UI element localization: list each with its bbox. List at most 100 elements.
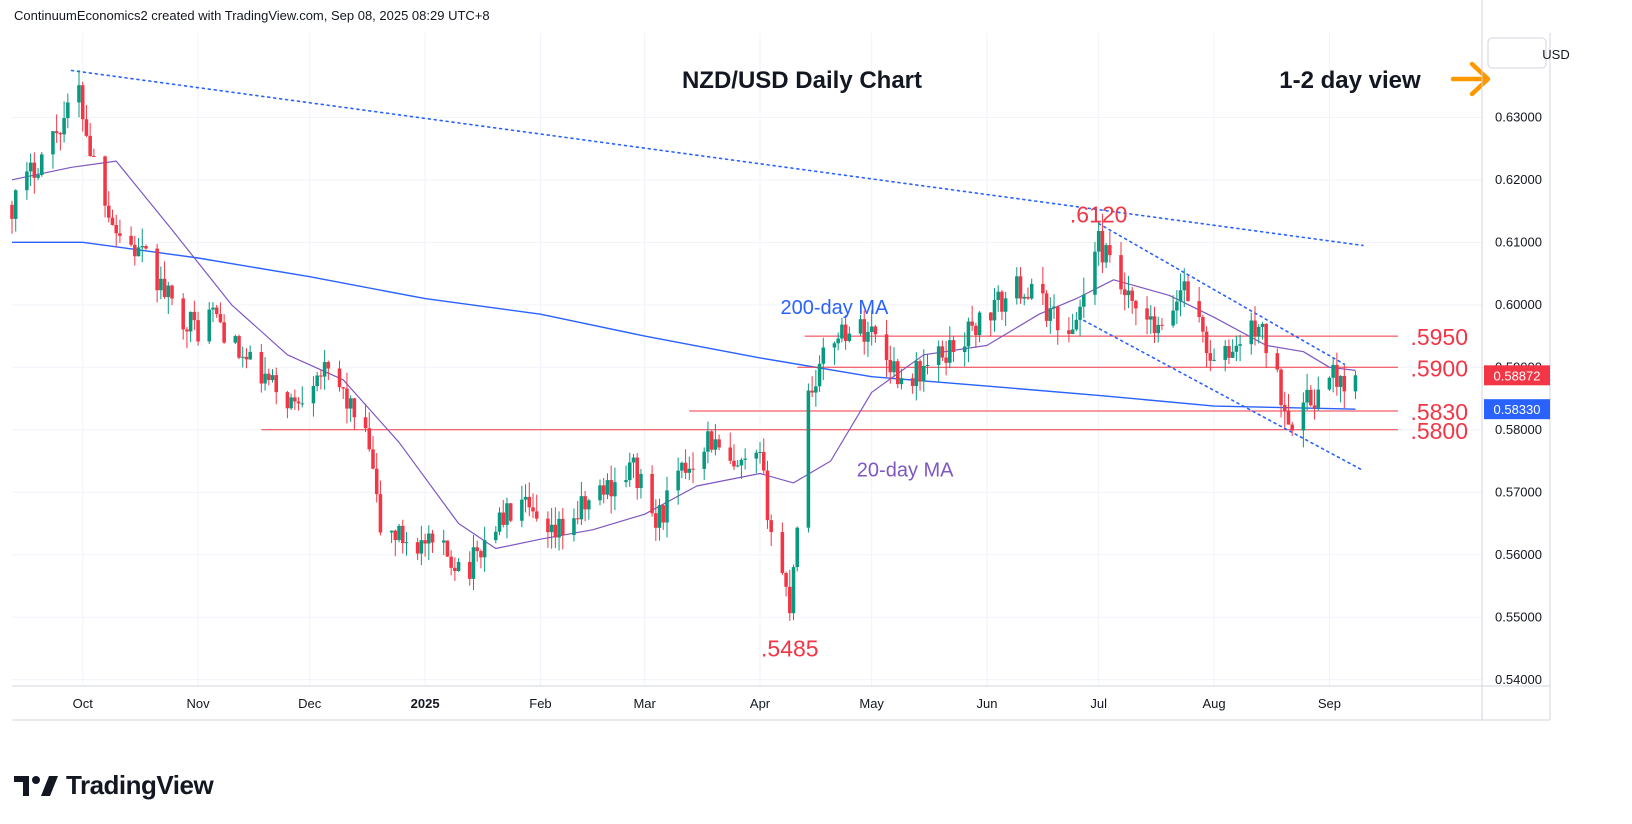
y-tick-label: 0.54000: [1495, 672, 1542, 687]
candle-up: [1331, 364, 1335, 378]
candle-up: [1048, 308, 1053, 321]
candle-down: [445, 540, 450, 557]
candle-up: [1353, 375, 1358, 392]
x-tick-label: Aug: [1202, 696, 1225, 711]
candle-up: [263, 373, 267, 384]
candle-down: [185, 329, 189, 332]
candle-up: [66, 102, 70, 119]
x-tick-label: Feb: [529, 696, 551, 711]
candle-up: [1230, 351, 1235, 358]
ma200-line: [12, 241, 1356, 410]
candle-down: [988, 312, 993, 321]
trendline-layer: [70, 69, 1364, 472]
candle-down: [475, 547, 479, 552]
candle-up: [51, 131, 55, 155]
candle-down: [970, 321, 974, 326]
candle-up: [240, 356, 245, 358]
candle-down: [561, 518, 565, 536]
candle-down: [1000, 291, 1004, 312]
candle-down: [237, 336, 241, 358]
candle-down: [709, 431, 714, 450]
candle-up: [233, 336, 238, 343]
candle-down: [873, 326, 878, 335]
candle-up: [315, 375, 319, 387]
candle-up: [77, 85, 81, 103]
candle-down: [1041, 283, 1045, 294]
candle-down: [717, 439, 721, 448]
candle-down: [1026, 296, 1030, 299]
candle-down: [467, 561, 472, 579]
candle-down: [155, 248, 159, 291]
candle-down: [1197, 301, 1201, 318]
candle-down: [769, 520, 773, 533]
tradingview-logo-icon: [14, 775, 58, 796]
candle-down: [974, 325, 978, 336]
candle-down: [501, 512, 506, 525]
candle-up: [427, 533, 431, 544]
candle-down: [378, 494, 383, 533]
candle-down: [479, 551, 483, 558]
brand-name: TradingView: [66, 770, 214, 800]
candle-down: [144, 246, 148, 249]
candle-down: [170, 285, 174, 299]
ma200-layer: [12, 241, 1356, 410]
ma20-label: 20-day MA: [857, 460, 954, 482]
candle-up: [1301, 402, 1306, 431]
candle-up: [289, 397, 293, 409]
candle-up: [996, 291, 1000, 300]
chart-grid: [12, 33, 1482, 686]
candle-up: [962, 346, 967, 353]
candle-down: [244, 356, 249, 360]
candle-down: [80, 85, 85, 120]
candle-up: [1096, 230, 1101, 252]
candle-up: [840, 324, 844, 339]
candle-up: [680, 462, 684, 471]
candle-up: [977, 312, 982, 336]
candle-up: [404, 542, 409, 544]
candle-down: [133, 244, 137, 257]
candle-up: [140, 246, 145, 248]
candle-down: [650, 473, 654, 514]
candle-up: [572, 518, 576, 536]
candle-down: [1055, 306, 1060, 331]
candle-up: [207, 309, 212, 342]
candle-down: [583, 496, 587, 510]
candle-up: [471, 547, 476, 579]
candle-up: [211, 307, 215, 310]
candle-up: [598, 485, 602, 501]
candle-down: [162, 278, 167, 298]
candle-up: [1074, 319, 1079, 330]
candle-up: [821, 347, 826, 364]
candle-down: [129, 235, 133, 245]
candle-down: [293, 397, 297, 402]
candle-up: [311, 386, 316, 404]
candle-down: [1286, 410, 1291, 425]
candle-up: [922, 365, 926, 382]
candle-up: [639, 473, 643, 488]
candle-down: [10, 204, 14, 219]
candle-down: [54, 131, 59, 134]
candle-down: [400, 525, 405, 544]
candle-down: [453, 567, 457, 571]
y-tick-label: 0.56000: [1495, 547, 1542, 562]
candle-down: [192, 311, 197, 321]
right-arrow-icon: [1450, 61, 1491, 97]
candle-up: [523, 496, 528, 500]
candle-down: [415, 542, 420, 554]
candle-down: [1309, 389, 1313, 406]
candle-up: [505, 503, 509, 525]
level-label: .5900: [1410, 355, 1468, 381]
candle-up: [966, 321, 971, 347]
candle-up: [520, 499, 524, 521]
candle-up: [892, 361, 896, 373]
candle-down: [862, 319, 866, 342]
candle-up: [587, 500, 591, 510]
candle-down: [810, 390, 814, 393]
x-tick-label: Sep: [1318, 696, 1341, 711]
candle-down: [575, 518, 580, 520]
y-tick-label: 0.58000: [1495, 422, 1542, 437]
candle-down: [884, 334, 889, 361]
price-badges: 0.58872 0.58330: [1484, 365, 1550, 420]
candle-down: [661, 505, 666, 523]
